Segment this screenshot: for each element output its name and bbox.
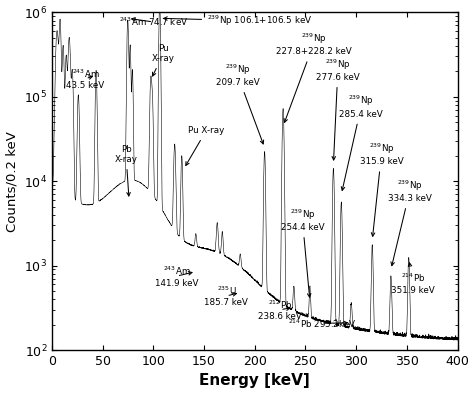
Text: $^{239}$Np
254.4 keV: $^{239}$Np 254.4 keV	[281, 207, 324, 297]
Text: $^{214}$Pb
351.9 keV: $^{214}$Pb 351.9 keV	[391, 263, 435, 295]
Text: $^{235}$U
185.7 keV: $^{235}$U 185.7 keV	[204, 284, 248, 307]
Text: Pu
X-ray: Pu X-ray	[152, 44, 175, 76]
Y-axis label: Counts/0.2 keV: Counts/0.2 keV	[6, 131, 19, 232]
Text: $^{239}$Np
285.4 keV: $^{239}$Np 285.4 keV	[339, 94, 383, 190]
X-axis label: Energy [keV]: Energy [keV]	[200, 374, 310, 388]
Text: $^{243}$Am
141.9 keV: $^{243}$Am 141.9 keV	[155, 265, 199, 288]
Text: $^{239}$Np 106.1+106.5 keV: $^{239}$Np 106.1+106.5 keV	[164, 14, 313, 28]
Text: $^{214}$Pb 295.2keV: $^{214}$Pb 295.2keV	[288, 317, 357, 329]
Text: $^{239}$Np
227.8+228.2 keV: $^{239}$Np 227.8+228.2 keV	[276, 32, 352, 123]
Text: $^{239}$Np
209.7 keV: $^{239}$Np 209.7 keV	[216, 62, 264, 144]
Text: $^{239}$Np
277.6 keV: $^{239}$Np 277.6 keV	[316, 57, 360, 160]
Text: $^{239}$Np
334.3 keV: $^{239}$Np 334.3 keV	[388, 178, 432, 266]
Text: Pb
X-ray: Pb X-ray	[114, 145, 137, 196]
Text: $^{212}$Pb
238.6 keV: $^{212}$Pb 238.6 keV	[258, 298, 302, 321]
Text: Pu X-ray: Pu X-ray	[186, 126, 224, 165]
Text: $^{243}$Am 74.7 keV: $^{243}$Am 74.7 keV	[119, 16, 188, 28]
Text: $^{243}$Am
43.5 keV: $^{243}$Am 43.5 keV	[66, 67, 104, 90]
Text: $^{239}$Np
315.9 keV: $^{239}$Np 315.9 keV	[360, 141, 403, 236]
